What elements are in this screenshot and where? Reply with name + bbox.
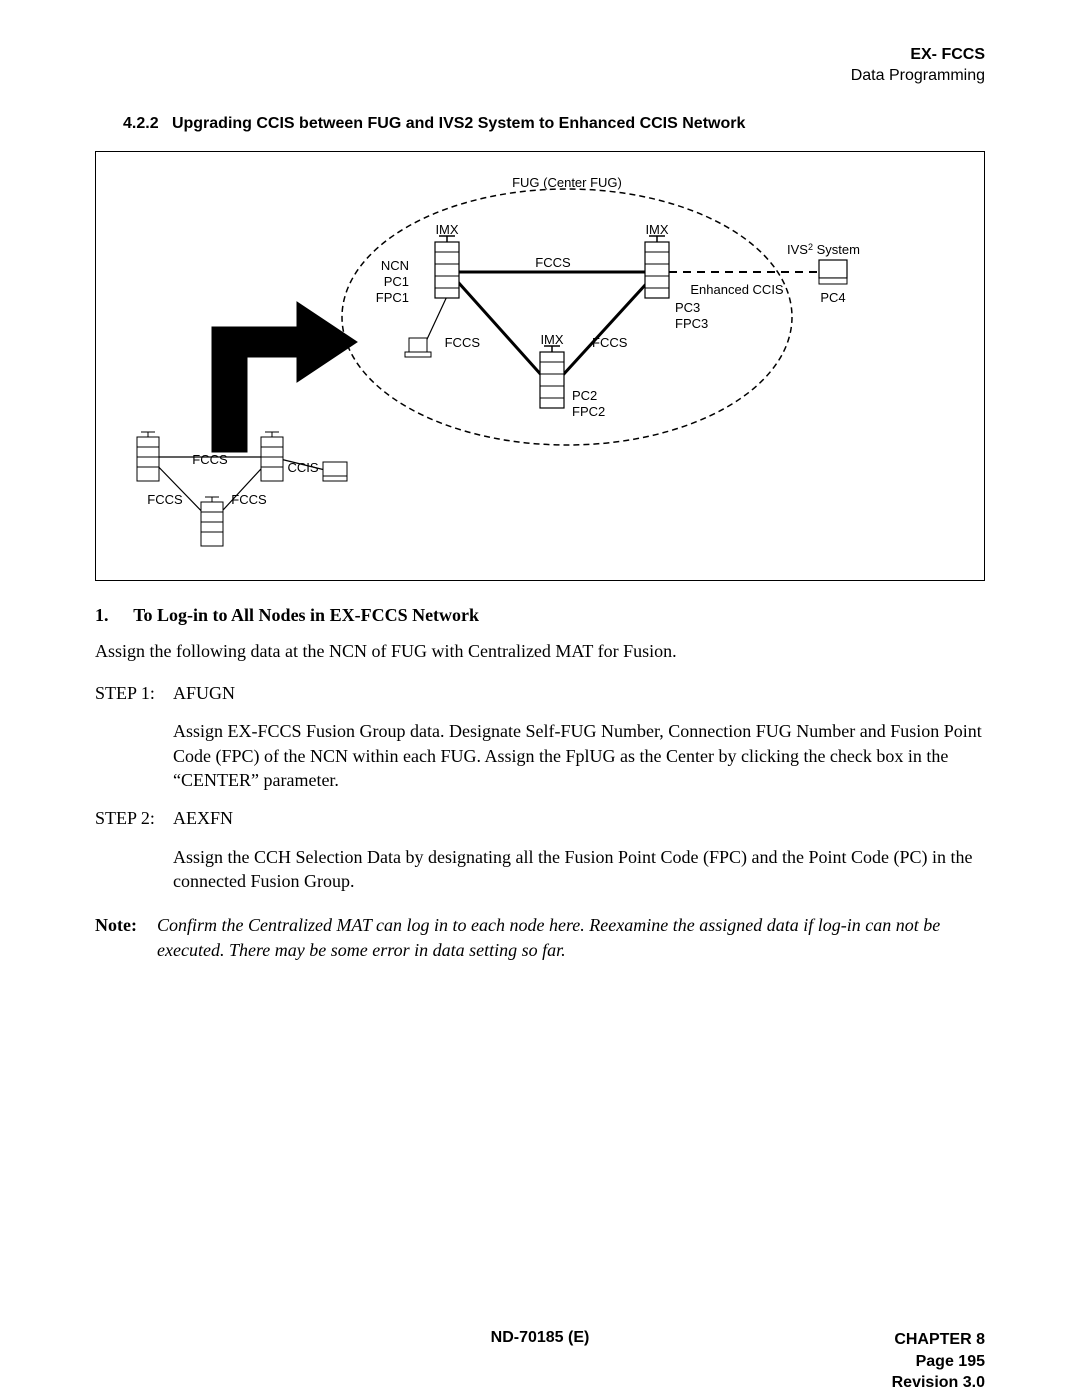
imx-label-2: IMX	[645, 222, 668, 237]
stack-top-left	[435, 236, 459, 298]
imx-label-1: IMX	[435, 222, 458, 237]
small-fccs-right: FCCS	[231, 492, 267, 507]
pc4-label: PC4	[820, 290, 845, 305]
note-label: Note:	[95, 913, 157, 962]
body-text: 1. To Log-in to All Nodes in EX-FCCS Net…	[95, 603, 985, 894]
fccs-label-right: FCCS	[592, 335, 628, 350]
footer-chapter: CHAPTER 8	[892, 1329, 985, 1351]
imx-label-3: IMX	[540, 332, 563, 347]
pc1-label: PC1	[384, 274, 409, 289]
fccs-line-right	[552, 272, 657, 387]
section-heading: 4.2.2 Upgrading CCIS between FUG and IVS…	[95, 115, 985, 133]
pc3-label: PC3	[675, 300, 700, 315]
small-fccs-top: FCCS	[192, 452, 228, 467]
page-footer: ND-70185 (E) CHAPTER 8 Page 195 Revision…	[95, 1329, 985, 1347]
note-body: Confirm the Centralized MAT can log in t…	[157, 913, 985, 962]
stack-top-right	[645, 236, 669, 298]
step-description: Assign the CCH Selection Data by designa…	[173, 845, 985, 894]
step-label: STEP 2:	[95, 806, 173, 830]
fpc2-label: FPC2	[572, 404, 605, 419]
stack-bottom	[540, 346, 564, 408]
subheading: 1. To Log-in to All Nodes in EX-FCCS Net…	[95, 603, 985, 627]
step-name: AEXFN	[173, 806, 247, 830]
small-ccis: CCIS	[287, 460, 318, 475]
computer-icon	[405, 338, 431, 357]
subhead-text: To Log-in to All Nodes in EX-FCCS Networ…	[133, 605, 479, 625]
intro-text: Assign the following data at the NCN of …	[95, 639, 985, 663]
subhead-number: 1.	[95, 603, 129, 627]
fpc1-label: FPC1	[376, 290, 409, 305]
footer-doc: ND-70185 (E)	[95, 1329, 985, 1347]
footer-right: CHAPTER 8 Page 195 Revision 3.0	[892, 1329, 985, 1394]
footer-page: Page 195	[892, 1351, 985, 1373]
step-row: STEP 2: AEXFN	[95, 806, 985, 830]
fccs-label-top: FCCS	[535, 255, 571, 270]
page-header: EX- FCCS Data Programming	[95, 45, 985, 87]
note: Note: Confirm the Centralized MAT can lo…	[95, 913, 985, 962]
section-title: Upgrading CCIS between FUG and IVS2 Syst…	[172, 115, 745, 132]
fug-center-label: FUG (Center FUG)	[512, 175, 622, 190]
section-number: 4.2.2	[123, 115, 159, 132]
upgrade-arrow-icon	[212, 302, 357, 452]
fug-ellipse	[342, 189, 792, 445]
footer-revision: Revision 3.0	[892, 1372, 985, 1394]
page: EX- FCCS Data Programming 4.2.2 Upgradin…	[0, 0, 1080, 1397]
step-label: STEP 1:	[95, 681, 173, 705]
network-diagram: FUG (Center FUG)	[95, 151, 985, 581]
step-description: Assign EX-FCCS Fusion Group data. Design…	[173, 719, 985, 792]
header-title: EX- FCCS	[95, 45, 985, 66]
fccs-line-left	[449, 272, 552, 387]
diagram-svg: FUG (Center FUG)	[96, 152, 984, 580]
pc2-label: PC2	[572, 388, 597, 403]
ncn-label: NCN	[381, 258, 409, 273]
enhanced-ccis-label: Enhanced CCIS	[690, 282, 784, 297]
small-fccs-left: FCCS	[147, 492, 183, 507]
step-name: AFUGN	[173, 681, 247, 705]
step-row: STEP 1: AFUGN	[95, 681, 985, 705]
fccs-label-left: FCCS	[445, 335, 481, 350]
ivs2-box	[819, 260, 847, 284]
ivs2-label: IVS2 System	[787, 242, 860, 257]
header-subtitle: Data Programming	[95, 66, 985, 87]
fpc3-label: FPC3	[675, 316, 708, 331]
